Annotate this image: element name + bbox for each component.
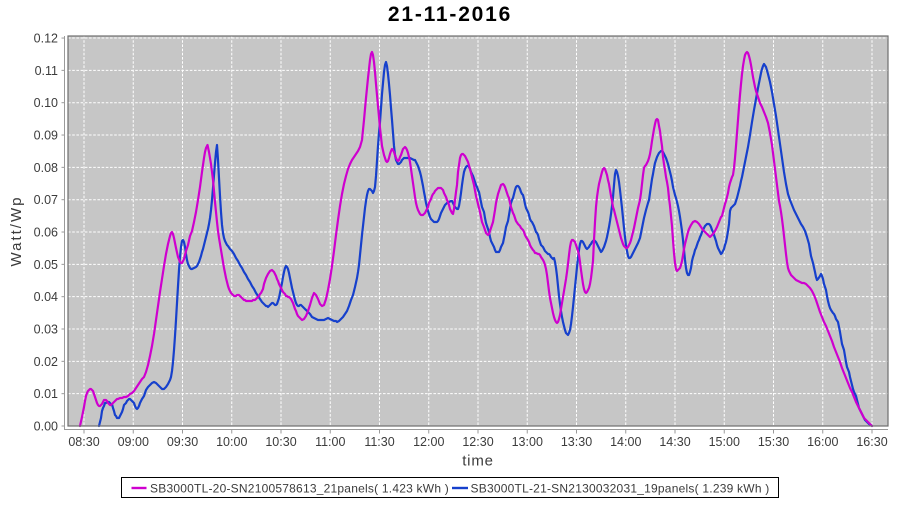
svg-text:0.03: 0.03 [34,323,58,337]
svg-text:08:30: 08:30 [68,435,99,449]
svg-text:15:00: 15:00 [709,435,740,449]
svg-text:11:30: 11:30 [364,435,394,449]
svg-text:10:00: 10:00 [216,435,247,449]
svg-text:time: time [462,453,494,470]
svg-text:14:30: 14:30 [659,435,690,449]
svg-text:14:00: 14:00 [610,435,641,449]
svg-text:SB3000TL-20-SN2100578613_21pan: SB3000TL-20-SN2100578613_21panels( 1.423… [150,482,449,496]
svg-text:0.02: 0.02 [34,355,58,369]
svg-text:13:30: 13:30 [561,435,592,449]
svg-text:0.04: 0.04 [34,290,58,304]
svg-text:09:30: 09:30 [167,435,198,449]
svg-text:12:00: 12:00 [413,435,444,449]
svg-text:13:00: 13:00 [512,435,543,449]
svg-text:0.11: 0.11 [35,64,58,78]
svg-text:21-11-2016: 21-11-2016 [388,3,512,26]
svg-text:10:30: 10:30 [265,435,296,449]
svg-text:16:00: 16:00 [807,435,838,449]
svg-text:0.12: 0.12 [34,32,58,46]
svg-text:12:30: 12:30 [462,435,493,449]
svg-text:15:30: 15:30 [758,435,789,449]
svg-text:SB3000TL-21-SN2130032031_19pan: SB3000TL-21-SN2130032031_19panels( 1.239… [471,482,770,496]
svg-text:0.05: 0.05 [34,258,58,272]
svg-text:0.06: 0.06 [34,226,58,240]
svg-text:16:30: 16:30 [856,435,887,449]
svg-text:0.01: 0.01 [34,387,58,401]
svg-text:0.00: 0.00 [34,420,58,434]
svg-text:0.10: 0.10 [34,96,58,110]
svg-text:0.08: 0.08 [34,161,58,175]
svg-text:0.09: 0.09 [34,129,58,143]
svg-text:0.07: 0.07 [34,193,58,207]
svg-text:Watt/Wp: Watt/Wp [8,196,25,267]
svg-text:09:00: 09:00 [118,435,149,449]
svg-text:11:00: 11:00 [315,435,345,449]
